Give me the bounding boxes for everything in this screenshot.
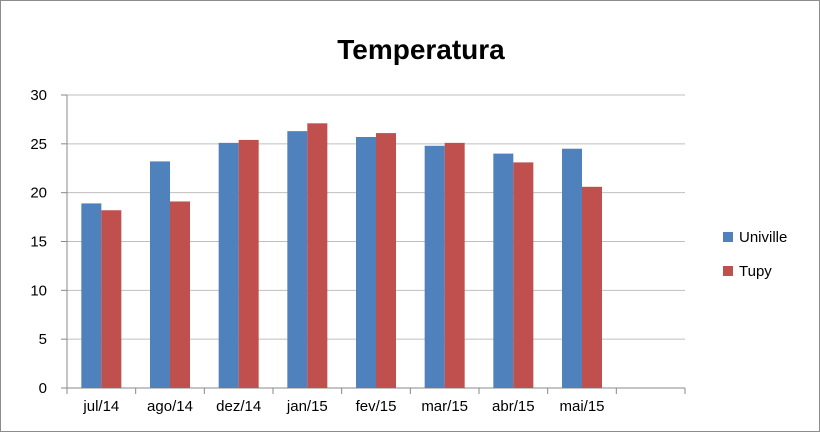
- x-tick-label: mai/15: [559, 398, 604, 415]
- legend-swatch-tupy: [723, 266, 733, 276]
- bar-univille-fev-15: [356, 136, 376, 388]
- bar-univille-mai-15: [562, 148, 582, 388]
- bar-univille-jan-15: [287, 131, 308, 389]
- x-tick-label: abr/15: [492, 398, 535, 415]
- bar-tupy-dez-14: [238, 139, 259, 388]
- bar-univille-dez-14: [218, 142, 239, 388]
- bar-tupy-jan-15: [307, 123, 328, 388]
- bar-tupy-abr-15: [513, 162, 534, 388]
- x-tick-label: fev/15: [356, 398, 397, 415]
- x-tick-label: jan/15: [286, 398, 328, 415]
- bar-univille-jul-14: [81, 203, 102, 388]
- x-tick-label: mar/15: [421, 398, 468, 415]
- x-tick-label: dez/14: [216, 398, 261, 415]
- bar-tupy-jul-14: [101, 210, 122, 388]
- y-tick-label: 15: [30, 234, 47, 251]
- bar-tupy-mai-15: [582, 186, 602, 388]
- x-axis-ticks: jul/14 ago/14 dez/14 jan/15 fev/15 mar/15 abr/…: [66, 388, 686, 415]
- y-tick-label: 0: [39, 380, 47, 397]
- bar-univille-mar-15: [424, 145, 445, 388]
- bar-tupy-ago-14: [170, 201, 190, 388]
- bar-tupy-fev-15: [376, 133, 396, 388]
- bar-univille-abr-15: [493, 153, 514, 388]
- bars: [81, 123, 602, 389]
- y-tick-label: 20: [30, 185, 47, 202]
- y-tick-label: 5: [39, 331, 47, 348]
- y-tick-label: 10: [30, 282, 47, 299]
- chart-title: Temperatura: [337, 34, 505, 65]
- x-tick-label: ago/14: [147, 398, 193, 415]
- x-tick-label: jul/14: [82, 398, 119, 415]
- bar-univille-ago-14: [150, 161, 170, 388]
- legend-label-tupy: Tupy: [739, 263, 772, 280]
- legend: Univille Tupy: [723, 229, 787, 280]
- y-tick-label: 30: [30, 87, 47, 104]
- legend-swatch-univille: [723, 232, 733, 242]
- bar-tupy-mar-15: [444, 142, 465, 388]
- y-tick-label: 25: [30, 136, 47, 153]
- legend-label-univille: Univille: [739, 229, 787, 246]
